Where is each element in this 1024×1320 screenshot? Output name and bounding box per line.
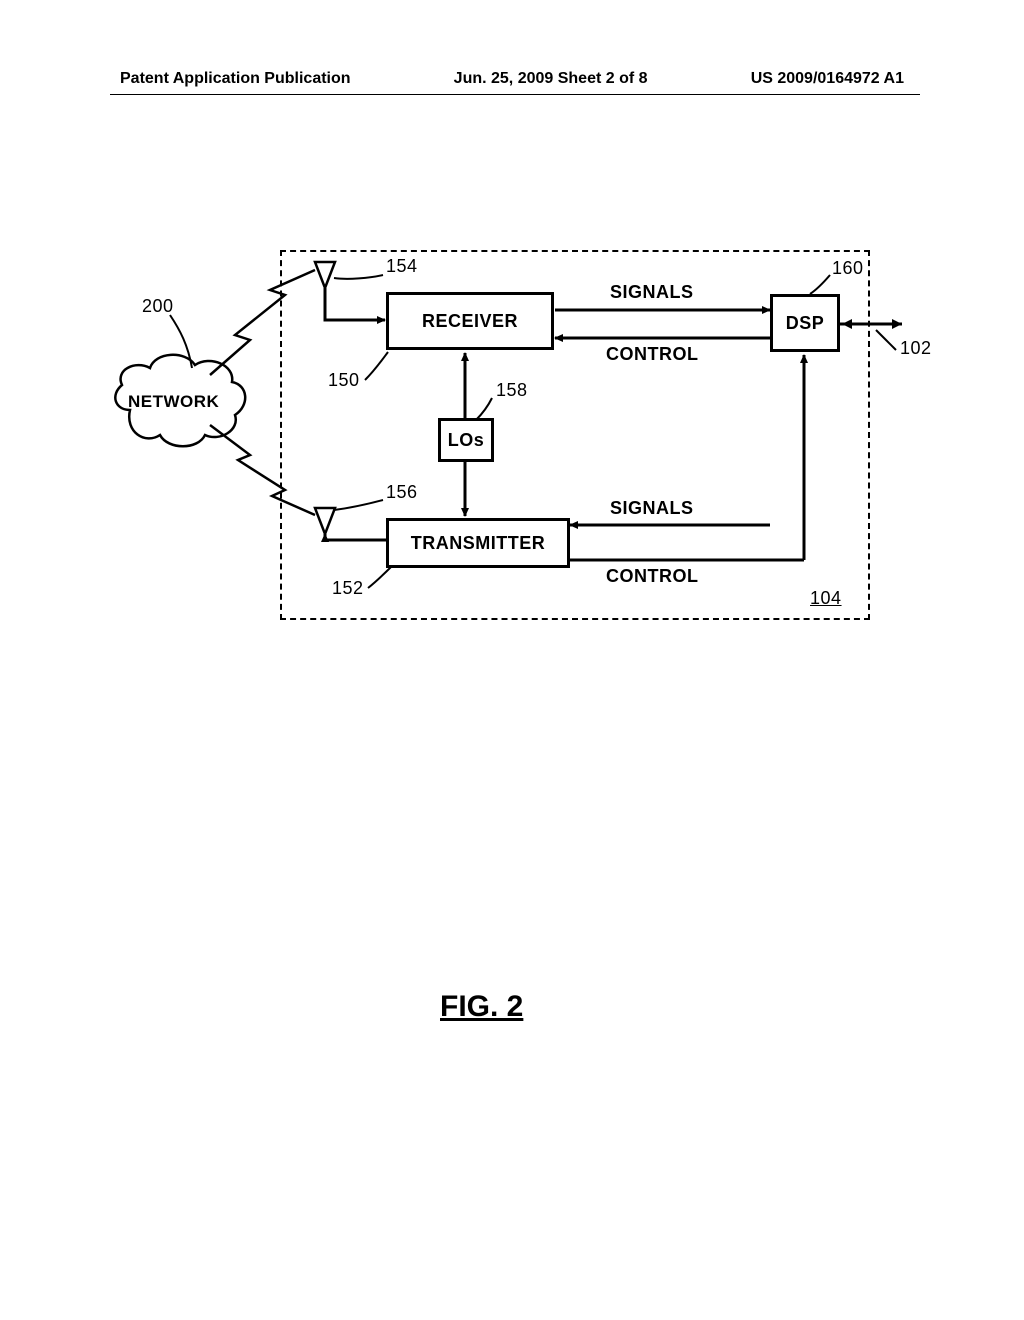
figure-2-diagram: RECEIVER TRANSMITTER LOs DSP NETWORK SIG…: [110, 220, 910, 670]
transmitter-block: TRANSMITTER: [386, 518, 570, 568]
rx-control-label: CONTROL: [606, 344, 699, 365]
rx-antenna: [315, 262, 335, 288]
ref-104: 104: [810, 588, 842, 609]
header-right: US 2009/0164972 A1: [751, 70, 904, 88]
transmitter-label: TRANSMITTER: [411, 533, 546, 554]
diagram-lines: [110, 220, 910, 670]
ref-160: 160: [832, 258, 864, 279]
rf-link-rx: [210, 270, 315, 375]
rf-link-tx: [210, 425, 315, 515]
ref-152: 152: [332, 578, 364, 599]
receiver-block: RECEIVER: [386, 292, 554, 350]
tx-signals-label: SIGNALS: [610, 498, 694, 519]
network-label: NETWORK: [128, 392, 219, 412]
header-center: Jun. 25, 2009 Sheet 2 of 8: [454, 70, 648, 88]
los-block: LOs: [438, 418, 494, 462]
ref-154: 154: [386, 256, 418, 277]
rx-signals-label: SIGNALS: [610, 282, 694, 303]
header-rule: [110, 94, 920, 95]
ref-158: 158: [496, 380, 528, 401]
figure-label: FIG. 2: [440, 990, 523, 1024]
ref-156: 156: [386, 482, 418, 503]
ref-200: 200: [142, 296, 174, 317]
tx-antenna: [315, 508, 335, 534]
tx-control-label: CONTROL: [606, 566, 699, 587]
ref-150: 150: [328, 370, 360, 391]
receiver-label: RECEIVER: [422, 311, 518, 332]
page-header: Patent Application Publication Jun. 25, …: [0, 70, 1024, 88]
ref-102: 102: [900, 338, 932, 359]
los-label: LOs: [448, 430, 485, 451]
dsp-label: DSP: [786, 313, 825, 334]
header-left: Patent Application Publication: [120, 70, 351, 88]
dsp-block: DSP: [770, 294, 840, 352]
